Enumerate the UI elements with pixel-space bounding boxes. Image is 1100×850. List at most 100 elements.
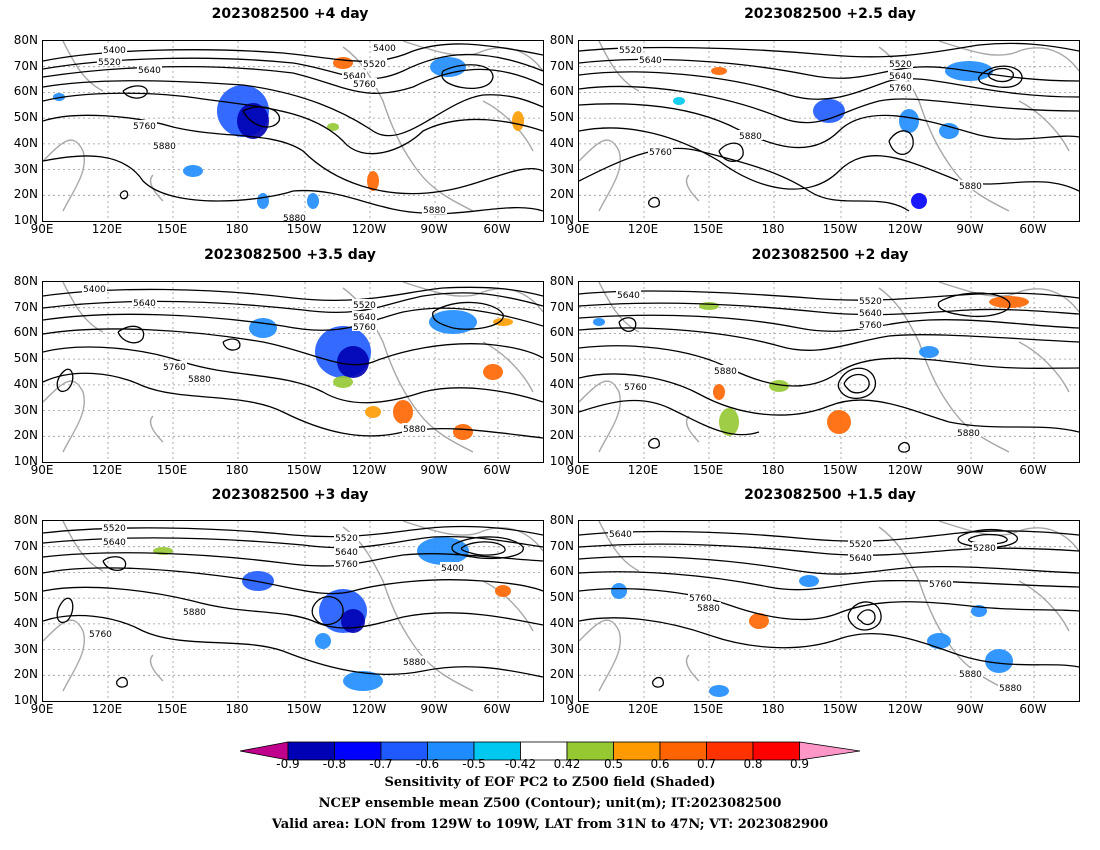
z500-contour xyxy=(888,130,914,155)
longitude-tick-label: 90W xyxy=(956,702,984,716)
latitude-tick-label: 30N xyxy=(549,641,574,656)
z500-contour xyxy=(432,301,504,330)
sensitivity-shading xyxy=(799,575,819,587)
coastline xyxy=(149,174,164,202)
contour-label: 5520 xyxy=(363,60,386,70)
z500-contour xyxy=(460,541,506,556)
latitude-tick-label: 80N xyxy=(13,274,38,288)
latitude-tick-label: 10N xyxy=(13,454,38,468)
longitude-tick-label: 90W xyxy=(420,702,448,716)
longitude-tick-label: 180 xyxy=(225,702,249,716)
latitude-tick-label: 30N xyxy=(13,641,38,656)
sensitivity-shading xyxy=(493,318,513,326)
latitude-tick-label: 70N xyxy=(549,299,574,314)
z500-contour xyxy=(967,533,1008,545)
contour-label: 5880 xyxy=(423,206,446,216)
longitude-tick-label: 180 xyxy=(761,463,785,477)
coastline xyxy=(342,526,474,692)
z500-contour xyxy=(579,127,1079,192)
panel-title: 2023082500 +3.5 day xyxy=(204,247,376,263)
sensitivity-shading xyxy=(827,410,851,434)
contour-label: 5880 xyxy=(714,367,737,377)
colorbar-tick-label: -0.5 xyxy=(462,757,486,771)
z500-contour xyxy=(43,586,543,629)
coastline xyxy=(402,521,543,552)
coastline xyxy=(62,41,104,92)
z500-contour xyxy=(898,441,910,453)
map-canvas: 5640 5520 5640 5760 5880 5760 5880 xyxy=(579,282,1079,462)
longitude-tick-label: 120W xyxy=(887,702,923,716)
z500-contour xyxy=(579,571,1079,591)
colorbar-tick-label: 0.5 xyxy=(603,757,624,771)
latitude-tick-label: 20N xyxy=(13,187,38,202)
sensitivity-shading xyxy=(257,193,269,209)
contour-label: 5880 xyxy=(739,132,762,142)
z500-contour xyxy=(579,373,1079,433)
map-panel: 5520 5640 5520 5640 5760 5880 5760 5880 xyxy=(578,40,1080,222)
longitude-tick-label: 90W xyxy=(956,222,984,236)
latitude-tick-label: 60N xyxy=(549,84,574,99)
colorbar-tick-label: 0.9 xyxy=(789,757,810,771)
longitude-tick-label: 120E xyxy=(91,222,123,236)
latitude-tick-label: 20N xyxy=(549,187,574,202)
z500-contour xyxy=(116,676,128,688)
coastline xyxy=(402,41,543,72)
colorbar-tick-label: -0.9 xyxy=(276,757,300,771)
contour-label: 5880 xyxy=(188,375,211,385)
longitude-tick-label: 90E xyxy=(30,702,54,716)
longitude-tick-label: 60W xyxy=(1019,463,1047,477)
sensitivity-shading xyxy=(512,111,524,131)
z500-contour xyxy=(119,190,129,200)
longitude-tick-label: 90E xyxy=(566,222,590,236)
sensitivity-shading xyxy=(911,193,927,209)
z500-contour xyxy=(43,114,543,195)
contour-label: 5640 xyxy=(609,530,632,540)
latitude-tick-label: 60N xyxy=(13,564,38,579)
colorbar-tick-label: 0.6 xyxy=(650,757,670,771)
contour-label: 5760 xyxy=(624,383,647,393)
coastline xyxy=(685,654,700,682)
contour-label: 5760 xyxy=(335,560,358,570)
coastline xyxy=(878,287,1010,453)
contour-label: 5640 xyxy=(889,72,912,82)
latitude-tick-label: 40N xyxy=(549,135,574,150)
map-canvas: 5400552056405400552056405760576058805880… xyxy=(43,41,543,221)
longitude-tick-label: 60W xyxy=(483,463,511,477)
latitude-tick-label: 30N xyxy=(549,402,574,417)
z500-contour xyxy=(441,64,494,89)
longitude-tick-label: 90W xyxy=(420,222,448,236)
latitude-tick-label: 60N xyxy=(13,84,38,99)
map-panel: 5640 5520 5640 5760 5880 5760 5880 xyxy=(578,281,1080,463)
coastline xyxy=(43,619,85,692)
z500-contour xyxy=(43,43,543,62)
sensitivity-shading xyxy=(429,310,477,334)
sensitivity-shading xyxy=(939,123,959,139)
longitude-tick-label: 60W xyxy=(1019,702,1047,716)
caption-contour: NCEP ensemble mean Z500 (Contour); unit(… xyxy=(318,796,782,811)
contour-label: 5400 xyxy=(441,564,464,574)
contour-label: 5760 xyxy=(889,84,912,94)
z500-contour xyxy=(56,597,74,624)
longitude-tick-label: 60W xyxy=(483,222,511,236)
longitude-tick-label: 120W xyxy=(351,222,387,236)
z500-contour xyxy=(579,399,760,436)
z500-contour xyxy=(579,103,1079,149)
latitude-tick-label: 10N xyxy=(13,213,38,227)
contour-label: 5520 xyxy=(619,46,642,56)
contour-label: 5760 xyxy=(689,594,712,604)
contour-label: 5880 xyxy=(183,608,206,618)
latitude-tick-label: 30N xyxy=(13,402,38,417)
sensitivity-shading xyxy=(719,408,739,436)
contour-label: 5640 xyxy=(639,56,662,66)
z500-contour xyxy=(843,373,870,394)
contour-label: 5880 xyxy=(403,658,426,668)
contour-label: 5640 xyxy=(353,313,376,323)
contour-label: 5760 xyxy=(353,80,376,90)
longitude-tick-label: 150E xyxy=(692,702,724,716)
contour-label: 5760 xyxy=(133,122,156,132)
z500-contour xyxy=(857,609,876,626)
contour-label: 5760 xyxy=(89,630,112,640)
contour-label: 5640 xyxy=(617,291,640,301)
